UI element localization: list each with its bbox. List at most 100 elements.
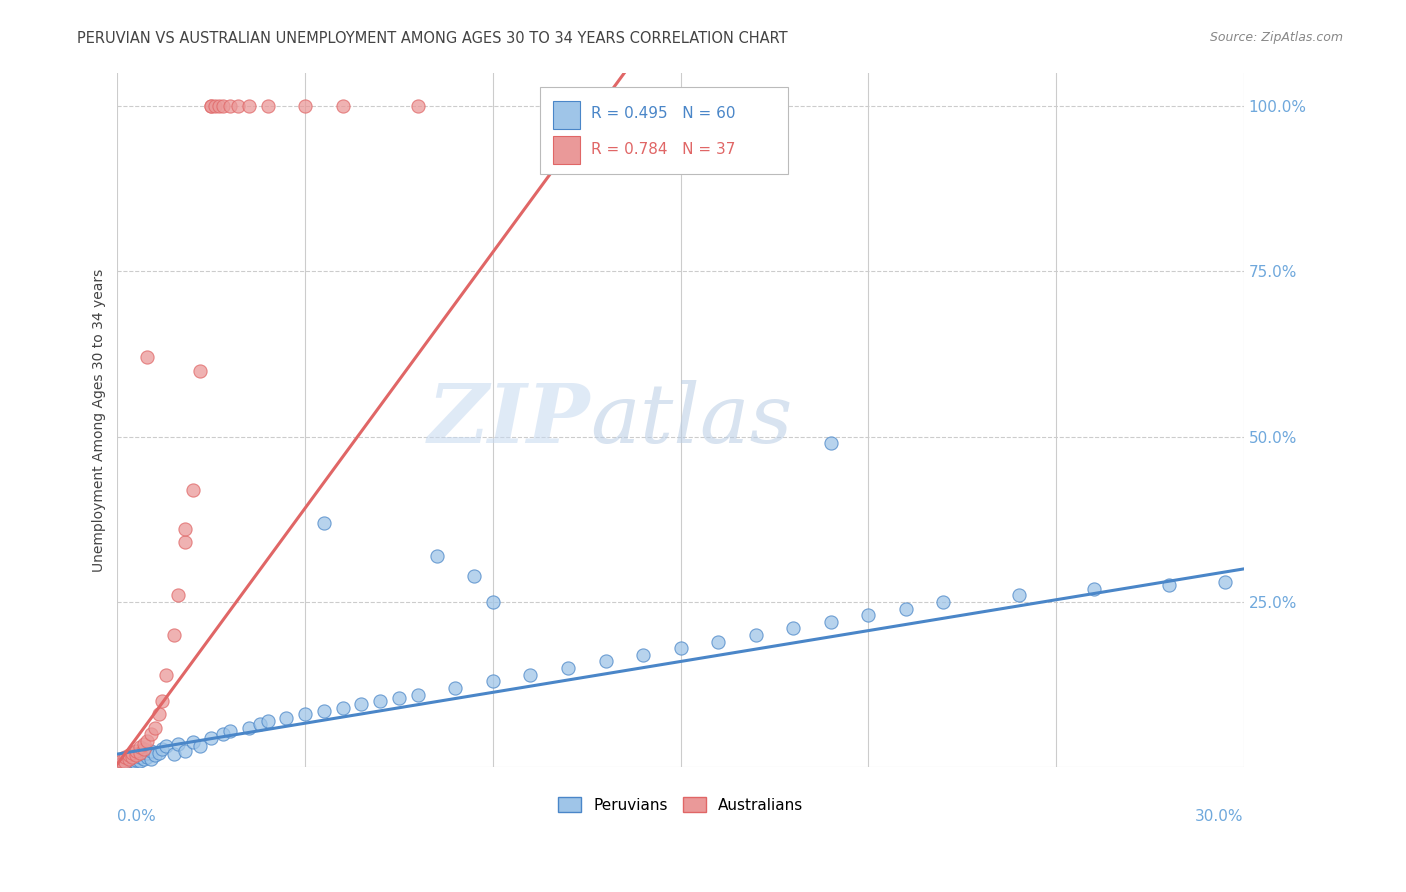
Point (219, 99, 242, 113)
Point (256, 99, 278, 113)
Point (114, 752, 136, 766)
Point (669, 641, 692, 656)
Point (125, 748, 148, 763)
FancyBboxPatch shape (554, 136, 581, 164)
Point (519, 667, 541, 681)
Point (121, 750, 143, 764)
Point (219, 723, 242, 738)
Point (932, 595, 955, 609)
Point (332, 700, 354, 714)
Point (110, 756, 132, 771)
Point (125, 748, 148, 763)
Point (129, 746, 152, 760)
Point (482, 674, 505, 689)
Point (155, 739, 177, 753)
Point (631, 648, 654, 662)
Point (188, 739, 211, 753)
Point (141, 752, 163, 766)
Point (136, 734, 159, 748)
Point (174, 522, 197, 536)
Point (163, 747, 186, 761)
Point (406, 99, 429, 113)
Point (1083, 582, 1105, 596)
Point (136, 750, 159, 764)
Point (118, 754, 141, 768)
Point (129, 754, 152, 768)
Point (557, 661, 579, 675)
Point (249, 717, 271, 731)
Point (208, 99, 231, 113)
Point (188, 363, 211, 377)
Point (152, 741, 174, 756)
Point (238, 721, 260, 735)
Point (118, 750, 141, 764)
Point (294, 99, 316, 113)
Point (141, 744, 163, 758)
Point (136, 351, 159, 365)
Point (444, 681, 467, 695)
Point (294, 707, 316, 722)
Point (132, 747, 155, 761)
Point (238, 99, 260, 113)
Point (125, 756, 148, 770)
Point (312, 704, 335, 718)
Point (707, 634, 730, 648)
Text: ZIP: ZIP (427, 380, 591, 460)
Point (312, 516, 335, 530)
Point (118, 752, 141, 766)
Point (226, 99, 249, 113)
Text: 30.0%: 30.0% (1195, 809, 1244, 824)
Point (125, 753, 148, 767)
Point (388, 690, 411, 705)
Point (350, 698, 373, 712)
Point (148, 746, 170, 760)
Point (174, 744, 197, 758)
Point (129, 749, 152, 764)
Point (141, 727, 163, 741)
Point (332, 99, 354, 113)
Point (463, 568, 485, 582)
Point (744, 628, 766, 642)
Point (136, 746, 159, 760)
Point (118, 748, 141, 763)
Point (782, 621, 804, 635)
Point (121, 751, 143, 765)
Text: R = 0.784   N = 37: R = 0.784 N = 37 (591, 142, 735, 157)
Point (163, 628, 186, 642)
Point (1007, 588, 1029, 602)
FancyBboxPatch shape (540, 87, 787, 174)
Point (200, 99, 222, 113)
FancyBboxPatch shape (554, 102, 581, 129)
Point (181, 483, 204, 497)
Point (858, 608, 880, 623)
Point (174, 535, 197, 549)
Point (166, 737, 188, 751)
Text: 0.0%: 0.0% (118, 809, 156, 824)
Legend: Peruvians, Australians: Peruvians, Australians (551, 790, 810, 819)
Point (1213, 575, 1236, 590)
Point (114, 755, 136, 769)
Text: Source: ZipAtlas.com: Source: ZipAtlas.com (1209, 31, 1343, 45)
Point (276, 711, 298, 725)
Point (121, 746, 143, 760)
Point (114, 750, 136, 764)
Point (820, 615, 842, 629)
Point (595, 655, 617, 669)
Point (166, 588, 188, 602)
Point (129, 740, 152, 755)
Point (406, 688, 429, 702)
Y-axis label: Unemployment Among Ages 30 to 34 years: Unemployment Among Ages 30 to 34 years (93, 268, 107, 572)
Point (143, 721, 166, 735)
Point (894, 601, 917, 615)
Point (132, 752, 155, 766)
Point (121, 754, 143, 768)
Point (118, 756, 141, 771)
Point (204, 99, 226, 113)
Text: PERUVIAN VS AUSTRALIAN UNEMPLOYMENT AMONG AGES 30 TO 34 YEARS CORRELATION CHART: PERUVIAN VS AUSTRALIAN UNEMPLOYMENT AMON… (77, 31, 787, 46)
Point (132, 737, 155, 751)
Point (110, 754, 132, 768)
Point (482, 595, 505, 609)
Point (152, 694, 174, 708)
Point (155, 667, 177, 681)
Point (132, 741, 155, 756)
